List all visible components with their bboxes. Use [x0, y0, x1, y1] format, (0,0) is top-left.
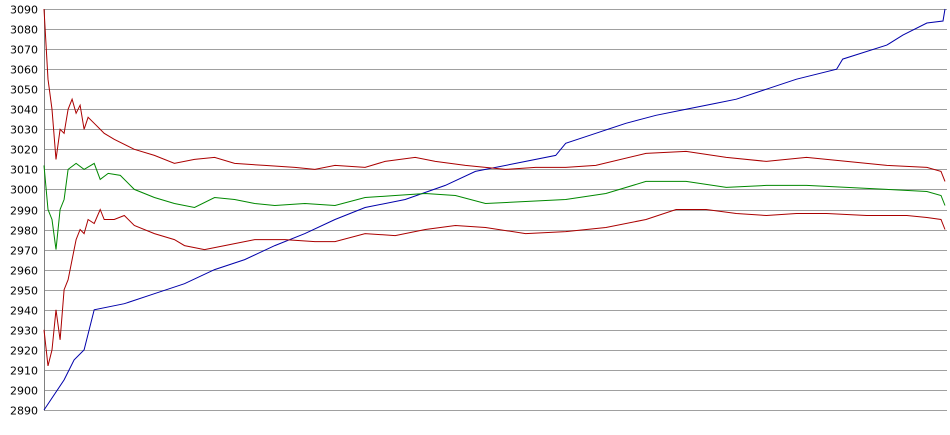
y-tick-label: 3080 [10, 24, 38, 37]
y-tick-label: 3050 [10, 84, 38, 97]
grid-lines [44, 9, 947, 411]
y-tick-label: 2980 [10, 225, 38, 238]
y-tick-label: 2960 [10, 265, 38, 278]
y-tick-label: 2990 [10, 205, 38, 218]
y-tick-label: 3020 [10, 144, 38, 157]
series-lines [43, 8, 946, 411]
y-tick-label: 2970 [10, 245, 38, 258]
series-line-1 [43, 8, 946, 411]
y-tick-label: 2930 [10, 325, 38, 338]
y-tick-label: 2890 [10, 405, 38, 418]
y-tick-label: 3070 [10, 44, 38, 57]
y-tick-label: 2920 [10, 345, 38, 358]
series-line-2 [43, 8, 946, 182]
y-tick-labels: 2890 2900 2910 2920 2930 2940 2950 2960 2970 2980… [10, 4, 38, 418]
y-tick-label: 2940 [10, 305, 38, 318]
y-tick-label: 3040 [10, 104, 38, 117]
y-tick-label: 2950 [10, 285, 38, 298]
series-line-4 [43, 208, 946, 367]
y-tick-label: 3090 [10, 4, 38, 17]
y-tick-label: 2900 [10, 385, 38, 398]
y-tick-label: 3030 [10, 124, 38, 137]
y-tick-label: 3010 [10, 164, 38, 177]
y-tick-label: 3060 [10, 64, 38, 77]
y-tick-label: 2910 [10, 365, 38, 378]
y-tick-label: 3000 [10, 184, 38, 197]
series-line-3 [43, 162, 946, 250]
